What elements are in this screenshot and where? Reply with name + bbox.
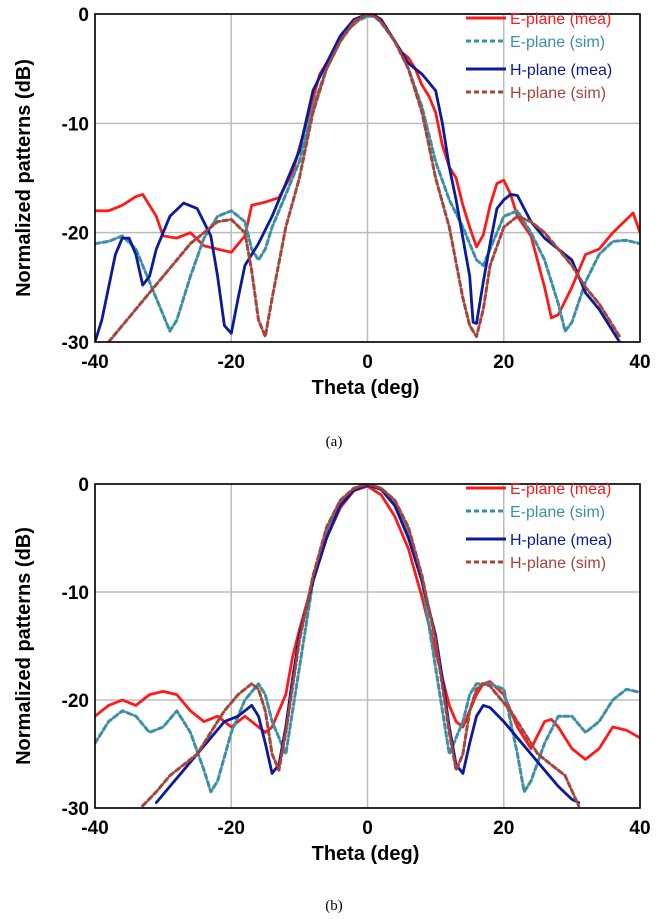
legend: E-plane (mea) E-plane (sim) H-plane (mea) H… bbox=[466, 11, 612, 102]
x-tick-label: 0 bbox=[362, 818, 373, 839]
legend-label: E-plane (mea) bbox=[510, 481, 611, 498]
x-tick-label: -20 bbox=[218, 352, 245, 373]
x-tick-label: 40 bbox=[629, 818, 650, 839]
series-line-h-plane-sim bbox=[107, 14, 622, 342]
y-tick-label: 0 bbox=[78, 475, 89, 496]
y-tick-label: -30 bbox=[62, 799, 89, 820]
legend-label: H-plane (mea) bbox=[510, 532, 612, 549]
legend-label: H-plane (sim) bbox=[510, 85, 606, 102]
legend-label: E-plane (sim) bbox=[510, 34, 605, 51]
plot-frame bbox=[94, 483, 641, 809]
x-axis-title: Theta (deg) bbox=[312, 843, 420, 865]
y-axis-title: Normalized patterns (dB) bbox=[13, 59, 35, 297]
x-tick-label: -40 bbox=[81, 818, 108, 839]
series-line-h-plane-sim bbox=[141, 484, 581, 808]
x-axis-title: Theta (deg) bbox=[312, 377, 420, 399]
x-tick-label: -40 bbox=[81, 352, 108, 373]
x-tick-label: 20 bbox=[493, 352, 514, 373]
x-tick-label: 0 bbox=[362, 352, 373, 373]
x-tick-label: 20 bbox=[493, 818, 514, 839]
plot-frame bbox=[94, 13, 641, 343]
x-tick-label: -20 bbox=[218, 818, 245, 839]
legend-label: H-plane (mea) bbox=[510, 62, 612, 79]
figure-caption: (b) bbox=[325, 898, 343, 914]
figure-caption: (a) bbox=[326, 434, 343, 450]
series-line-e-plane-mea bbox=[95, 14, 640, 320]
series-line-e-plane-mea bbox=[95, 484, 640, 761]
y-axis-title: Normalized patterns (dB) bbox=[13, 527, 35, 765]
chart-panel-1: -40 -20 0 20 40 0 -10 -20 -30 Theta (deg) Normaliz… bbox=[13, 475, 651, 914]
legend-label: E-plane (mea) bbox=[510, 11, 611, 28]
legend: E-plane (mea) E-plane (sim) H-plane (mea) H… bbox=[466, 481, 612, 572]
y-tick-label: 0 bbox=[78, 5, 89, 26]
y-tick-label: -10 bbox=[62, 114, 89, 135]
y-tick-label: -10 bbox=[62, 583, 89, 604]
y-tick-label: -20 bbox=[62, 691, 89, 712]
chart-panel-0: -40 -20 0 20 40 0 -10 -20 -30 Theta (deg) Normaliz… bbox=[13, 5, 651, 450]
legend-label: E-plane (sim) bbox=[510, 504, 605, 521]
legend-label: H-plane (sim) bbox=[510, 555, 606, 572]
series-line-e-plane-sim bbox=[95, 14, 640, 333]
y-tick-label: -20 bbox=[62, 224, 89, 245]
y-tick-label: -30 bbox=[62, 333, 89, 354]
x-tick-label: 40 bbox=[629, 352, 650, 373]
